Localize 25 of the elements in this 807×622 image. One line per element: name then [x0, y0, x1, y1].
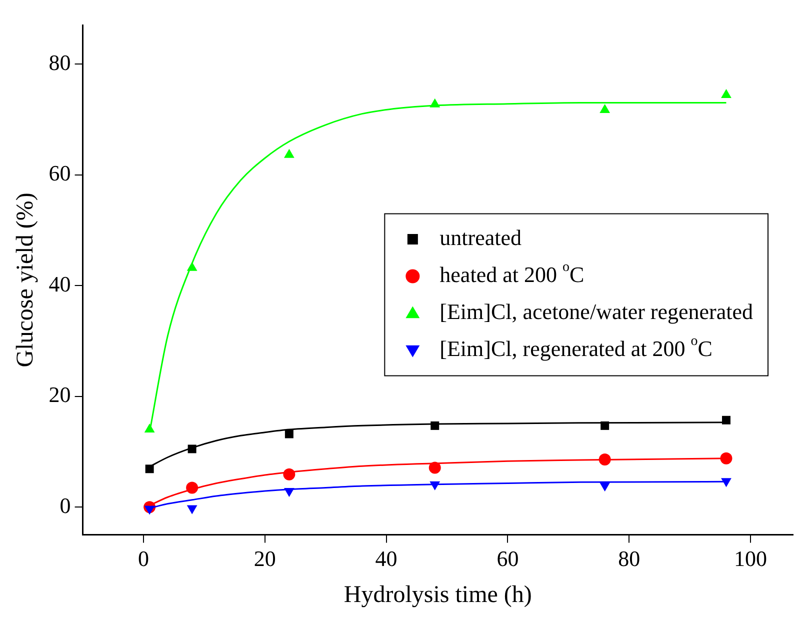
x-tick-label: 40	[375, 546, 398, 571]
point	[186, 505, 198, 514]
y-tick-label: 80	[48, 50, 71, 75]
x-tick-label: 60	[496, 546, 519, 571]
y-tick-label: 20	[48, 382, 71, 408]
x-tick-label: 0	[138, 546, 149, 571]
legend-label: untreated	[440, 225, 522, 250]
y-axis-title: Glucose yield (%)	[12, 192, 39, 368]
legend-label: [Eim]Cl, acetone/water regenerated	[440, 299, 753, 324]
point	[600, 482, 610, 492]
point	[721, 478, 732, 488]
y-tick-label: 60	[48, 160, 71, 186]
y-tick-label: 0	[60, 492, 71, 518]
x-tick-label: 100	[734, 546, 768, 571]
point	[722, 416, 730, 424]
point	[721, 88, 732, 98]
point	[720, 452, 732, 464]
x-tick-label: 20	[254, 546, 276, 571]
point	[284, 148, 294, 158]
x-axis-title: Hydrolysis time (h)	[344, 582, 532, 608]
y-tick-label: 40	[48, 271, 71, 296]
point	[145, 464, 154, 474]
point	[284, 430, 294, 438]
point	[600, 104, 610, 113]
x-tick-label: 80	[618, 546, 640, 571]
